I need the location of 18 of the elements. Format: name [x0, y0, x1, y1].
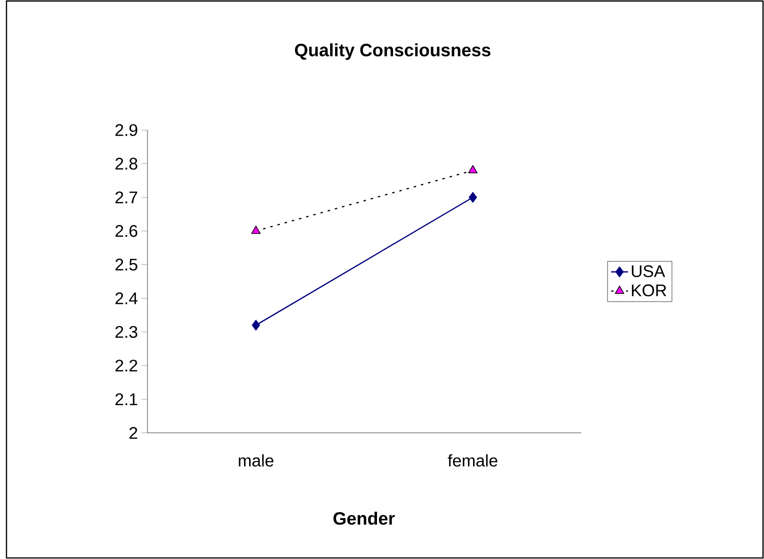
y-tick-label: 2.2 — [116, 360, 138, 372]
y-tick-label: 2.6 — [116, 225, 138, 237]
x-tick-label: male — [238, 454, 274, 467]
y-tick-label: 2.4 — [116, 292, 138, 304]
x-tick-label: female — [448, 454, 498, 467]
legend-label: KOR — [632, 284, 666, 296]
chart-title: Quality Consciousness — [294, 43, 490, 60]
point — [468, 192, 477, 203]
y-tick-label: 2.5 — [116, 258, 138, 271]
y-tick-label: 2.7 — [116, 192, 138, 204]
y-tick-label: 2.3 — [116, 326, 138, 338]
point — [252, 320, 260, 331]
y-tick-label: 2.1 — [116, 393, 138, 406]
y-tick-label: 2.9 — [116, 124, 138, 136]
y-tick-label: 2.8 — [116, 158, 138, 170]
y-tick-label: 2 — [130, 427, 138, 439]
legend-label: USA — [632, 265, 666, 278]
x-axis-title: Gender — [333, 512, 395, 525]
